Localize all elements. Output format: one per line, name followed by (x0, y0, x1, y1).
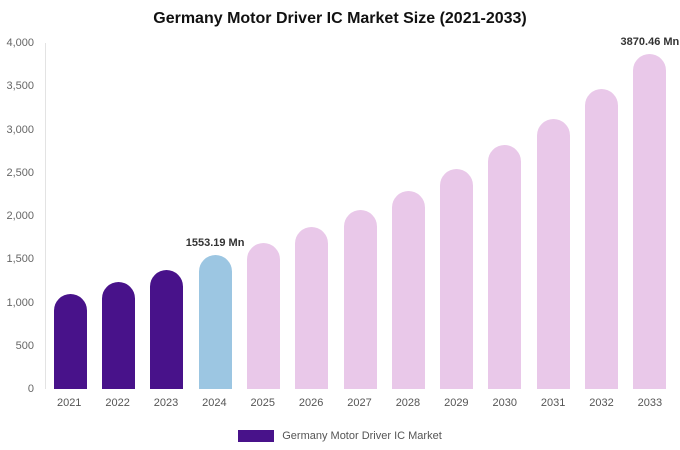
bar (101, 281, 135, 389)
bar-column (143, 43, 191, 389)
x-tick-label: 2031 (540, 397, 566, 409)
bars: 1553.19 Mn 3870.46 Mn (46, 36, 679, 389)
y-tick-label: 2,000 (6, 210, 34, 222)
bar (488, 145, 522, 389)
bar (295, 227, 329, 389)
y-tick-label: 1,500 (6, 253, 34, 266)
x-axis-labels: 2021 2022 2023 2024 2025 2026 2027 2028 2029 2030… (45, 397, 674, 409)
bar-column (336, 43, 384, 389)
bar-column (433, 43, 481, 389)
bar (440, 169, 474, 389)
y-axis-labels: 4,000 3,500 3,000 2,500 2,000 1,500 1,000 500 0 (0, 37, 38, 395)
bar-column: 3870.46 Mn (621, 36, 679, 389)
x-tick-label: 2021 (56, 397, 82, 409)
bar-column (46, 43, 94, 389)
bar-value-label: 3870.46 Mn (620, 36, 680, 49)
bar (391, 190, 425, 389)
bar-column (94, 43, 142, 389)
x-tick-label: 2029 (444, 397, 469, 409)
y-tick-label: 500 (15, 339, 34, 352)
bar (536, 119, 570, 389)
x-tick-label: 2033 (637, 397, 663, 409)
legend-swatch (238, 430, 275, 442)
x-tick-label: 2022 (105, 397, 130, 409)
bar-column (577, 43, 625, 389)
x-tick-label: 2026 (298, 397, 324, 409)
x-tick-label: 2032 (589, 397, 614, 409)
bar-column (239, 43, 287, 389)
bar (246, 242, 280, 389)
x-tick-label: 2024 (202, 397, 227, 409)
x-tick-label: 2028 (395, 397, 421, 409)
legend: Germany Motor Driver IC Market (0, 430, 680, 442)
y-tick-label: 3,000 (6, 123, 34, 136)
y-tick-label: 4,000 (6, 37, 34, 49)
bar-column (481, 43, 529, 389)
bar: 3870.46 Mn (621, 36, 679, 389)
bar (150, 269, 184, 389)
y-tick-label: 2,500 (6, 166, 34, 179)
bar-column (288, 43, 336, 389)
y-tick-label: 3,500 (6, 80, 34, 93)
bar-column: 1553.19 Mn (186, 43, 244, 389)
x-tick-label: 2027 (347, 397, 372, 409)
bar (343, 209, 377, 389)
legend-label: Germany Motor Driver IC Market (282, 430, 442, 442)
bar: 1553.19 Mn (186, 237, 244, 389)
plot-area: 1553.19 Mn 3870.46 Mn (45, 36, 679, 389)
bar (585, 88, 619, 389)
y-tick-label: 1,000 (6, 296, 34, 309)
bar-column (529, 43, 577, 389)
bar-column (384, 43, 432, 389)
x-tick-label: 2025 (250, 397, 275, 409)
chart-title: Germany Motor Driver IC Market Size (202… (153, 10, 527, 27)
x-tick-label: 2030 (492, 397, 517, 409)
bar (53, 293, 87, 389)
y-tick-label: 0 (27, 383, 34, 395)
bar-value-label: 1553.19 Mn (185, 236, 245, 249)
x-tick-label: 2023 (153, 397, 179, 409)
